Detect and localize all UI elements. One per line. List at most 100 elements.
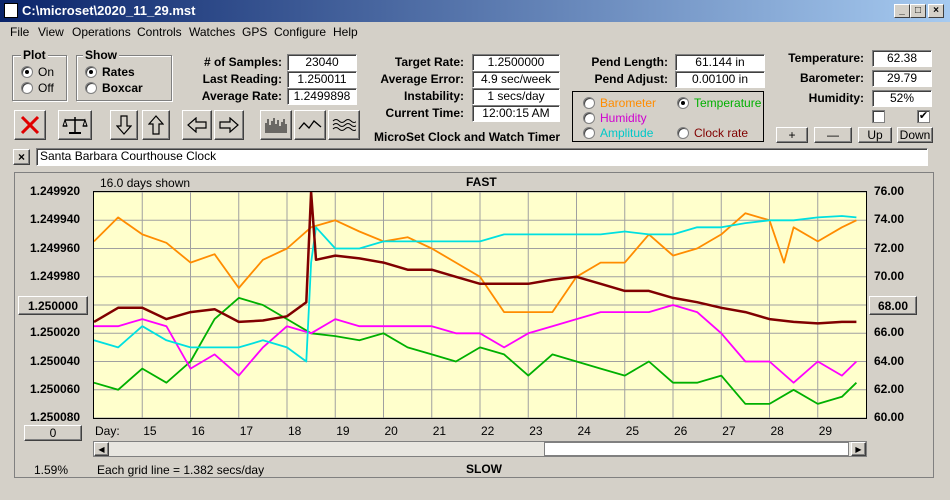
menu-operations[interactable]: Operations: [72, 25, 131, 39]
menu-view[interactable]: View: [38, 25, 64, 39]
series-amplitude-option[interactable]: Amplitude: [583, 126, 653, 140]
maximize-button[interactable]: □: [910, 4, 926, 18]
pend-adjust-field[interactable]: 0.00100 in: [675, 71, 765, 88]
last-reading-field: 1.250011: [287, 71, 357, 88]
right-readout-button[interactable]: 68.00: [869, 296, 917, 315]
show-boxcar-label: Boxcar: [102, 81, 143, 95]
offset-button[interactable]: 0: [24, 425, 82, 441]
scroll-right-button[interactable]: ▶: [851, 442, 866, 456]
series-line-amplitude: [94, 215, 857, 363]
menu-watches[interactable]: Watches: [189, 25, 236, 39]
plot-on-label: On: [38, 65, 55, 79]
current-time-field: 12:00:15 AM: [472, 105, 560, 122]
barometer-label: Barometer:: [799, 71, 864, 85]
arrow-right-button[interactable]: [214, 110, 244, 140]
show-rates-radio[interactable]: [85, 66, 97, 78]
horizontal-scrollbar[interactable]: ◀ ▶: [93, 441, 867, 457]
show-boxcar-option[interactable]: Boxcar: [85, 81, 143, 95]
show-group-title: Show: [83, 48, 119, 62]
up-button[interactable]: Up: [858, 127, 892, 143]
histogram-button[interactable]: [260, 110, 292, 140]
current-time-label: Current Time:: [385, 106, 464, 120]
y-right-tick-label: 66.00: [874, 325, 905, 340]
y-left-tick-label: 1.249960: [30, 240, 81, 255]
plot-off-option[interactable]: Off: [21, 81, 54, 95]
series-line-barometer: [94, 212, 857, 313]
pend-length-field[interactable]: 61.144 in: [675, 54, 765, 71]
series-temperature-radio[interactable]: [677, 97, 689, 109]
left-readout-button[interactable]: 1.250000: [18, 296, 88, 315]
series-amplitude-label: Amplitude: [600, 126, 654, 140]
arrow-left-icon: [187, 117, 207, 133]
menu-bar: File View Operations Controls Watches GP…: [0, 22, 950, 41]
series-clock-rate-label: Clock rate: [694, 126, 749, 140]
clear-clock-button[interactable]: ×: [13, 149, 30, 165]
samples-label: # of Samples:: [203, 55, 282, 69]
arrow-left-button[interactable]: [182, 110, 212, 140]
plus-button[interactable]: +: [776, 127, 808, 143]
title-bar: C:\microset\2020_11_29.mst _ □ ×: [0, 0, 950, 22]
series-humidity-option[interactable]: Humidity: [583, 111, 647, 125]
show-boxcar-radio[interactable]: [85, 82, 97, 94]
average-rate-field: 1.2499898: [287, 88, 357, 105]
menu-gps[interactable]: GPS: [242, 25, 268, 39]
menu-configure[interactable]: Configure: [274, 25, 327, 39]
balance-button[interactable]: [58, 110, 92, 140]
option-checkbox-1[interactable]: [872, 110, 885, 123]
plot-group: Plot On Off: [12, 48, 67, 101]
day-axis-label: Day:: [95, 424, 120, 438]
y-right-tick-label: 76.00: [874, 184, 905, 198]
humidity-label: Humidity:: [808, 91, 864, 105]
plot-on-option[interactable]: On: [21, 65, 54, 79]
temperature-label: Temperature:: [788, 51, 864, 65]
close-button[interactable]: ×: [928, 4, 944, 18]
plot-on-radio[interactable]: [21, 66, 33, 78]
menu-help[interactable]: Help: [333, 25, 358, 39]
x-tick-label: 22: [481, 424, 495, 438]
chart-svg: [94, 192, 866, 418]
option-checkbox-2[interactable]: ✔: [917, 110, 930, 123]
x-tick-label: 17: [239, 424, 254, 438]
barometer-field: 29.79: [872, 70, 932, 87]
arrow-right-icon: [219, 117, 239, 133]
average-error-label: Average Error:: [380, 72, 464, 86]
menu-file[interactable]: File: [10, 25, 30, 39]
minus-button[interactable]: —: [814, 127, 852, 143]
plot-off-radio[interactable]: [21, 82, 33, 94]
minimize-button[interactable]: _: [894, 4, 910, 18]
series-clock-rate-option[interactable]: Clock rate: [677, 126, 748, 140]
multi-wave-button[interactable]: [328, 110, 360, 140]
series-humidity-label: Humidity: [600, 111, 647, 125]
app-icon[interactable]: [4, 3, 18, 18]
average-rate-label: Average Rate:: [201, 89, 282, 103]
wave-button[interactable]: [294, 110, 326, 140]
x-tick-label: 15: [143, 424, 157, 438]
average-error-field: 4.9 sec/week: [472, 71, 560, 88]
target-rate-field[interactable]: 1.2500000: [472, 54, 560, 71]
series-clock-rate-radio[interactable]: [677, 127, 689, 139]
series-temperature-option[interactable]: Temperature: [677, 96, 761, 110]
stop-button[interactable]: [14, 110, 46, 140]
scroll-left-button[interactable]: ◀: [94, 442, 109, 456]
show-rates-option[interactable]: Rates: [85, 65, 135, 79]
scroll-thumb[interactable]: [544, 442, 849, 456]
arrow-down-button[interactable]: [110, 110, 138, 140]
series-humidity-radio[interactable]: [583, 112, 595, 124]
clock-name-field[interactable]: Santa Barbara Courthouse Clock: [36, 148, 928, 166]
down-button[interactable]: Down: [897, 127, 933, 143]
arrow-up-button[interactable]: [142, 110, 170, 140]
scales-icon: [62, 117, 88, 134]
x-tick-label: 26: [674, 424, 688, 438]
series-barometer-radio[interactable]: [583, 97, 595, 109]
series-barometer-option[interactable]: Barometer: [583, 96, 656, 110]
y-right-tick-label: 60.00: [874, 410, 905, 424]
plot-panel: [14, 172, 934, 478]
y-right-tick-label: 74.00: [874, 212, 905, 227]
menu-controls[interactable]: Controls: [137, 25, 182, 39]
series-select-box: Barometer Temperature Humidity Amplitude…: [572, 91, 764, 142]
x-tick-label: 28: [770, 424, 784, 438]
y-right-tick-label: 64.00: [874, 353, 905, 368]
series-amplitude-radio[interactable]: [583, 127, 595, 139]
fast-label: FAST: [466, 175, 497, 189]
y-left-tick-label: 1.250040: [30, 353, 81, 368]
